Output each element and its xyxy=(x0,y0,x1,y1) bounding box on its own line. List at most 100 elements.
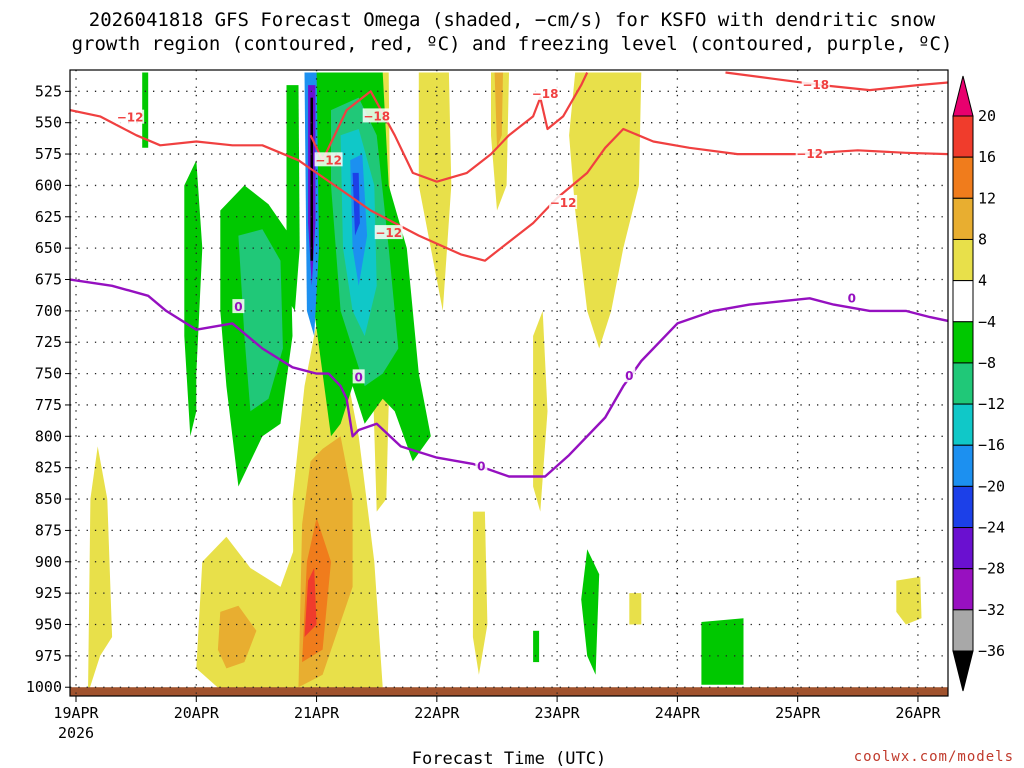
contour-label-0: −12 xyxy=(117,111,144,125)
colorbar-segment-0 xyxy=(952,115,974,158)
credit-text: coolwx.com/models xyxy=(854,749,1014,765)
contour-label-bg-5 xyxy=(549,194,578,209)
colorbar-segment-7 xyxy=(952,403,974,446)
y-tick-label-0: 525 xyxy=(35,82,62,100)
ground-terrain xyxy=(70,687,948,696)
contour-label-10: 0 xyxy=(477,459,485,473)
omega-region-15 xyxy=(896,576,922,625)
y-tick-label-12: 825 xyxy=(35,459,62,477)
contour-label-bg-8 xyxy=(232,299,245,314)
y-tick-label-17: 950 xyxy=(35,615,62,633)
omega-shading-layer xyxy=(88,72,922,694)
contour-label-bg-11 xyxy=(623,368,636,383)
omega-region-6 xyxy=(304,568,317,637)
colorbar-segment-3 xyxy=(952,238,974,282)
colorbar-label-13: −36 xyxy=(978,642,1005,660)
colorbar-segment-9 xyxy=(952,485,974,529)
omega-region-25 xyxy=(352,172,360,236)
x-axis-title: Forecast Time (UTC) xyxy=(412,749,606,768)
x-tick-label-4: 23APR xyxy=(535,704,581,722)
y-tick-label-8: 725 xyxy=(35,333,62,351)
contour-label-11: 0 xyxy=(625,369,633,383)
ground-layer xyxy=(70,687,948,696)
x-tick-label-2: 21APR xyxy=(294,704,340,722)
contour-label-layer: −12 −18 −12 −18 −12 −12 −18 −12 0 0 0 0 0 xyxy=(116,77,858,473)
contour-label-12: 0 xyxy=(848,291,856,305)
y-tick-label-18: 975 xyxy=(35,647,62,665)
x-axis: 19APR 2026 20APR 21APR 22APR 23APR 24APR 25APR 2… xyxy=(53,696,941,742)
omega-region-9 xyxy=(472,511,488,675)
colorbar-segment-2 xyxy=(952,197,974,240)
y-tick-label-2: 575 xyxy=(35,145,62,163)
omega-region-14 xyxy=(629,593,642,625)
omega-region-16 xyxy=(142,72,149,148)
contour-label-3: −18 xyxy=(532,87,559,101)
x-tick-label-6: 25APR xyxy=(775,704,821,722)
colorbar-label-1: 16 xyxy=(978,148,996,166)
dgz-contour-1 xyxy=(725,71,948,92)
dgz-contour-0 xyxy=(309,72,589,183)
contour-label-7: −12 xyxy=(796,147,823,161)
omega-region-12 xyxy=(533,310,548,512)
contour-label-bg-7 xyxy=(795,146,824,161)
colorbar-segment-10 xyxy=(952,527,974,570)
omega-region-8 xyxy=(418,72,452,311)
colorbar-label-5: −4 xyxy=(978,313,996,331)
y-tick-label-5: 650 xyxy=(35,239,62,257)
grid-layer xyxy=(70,70,948,696)
colorbar-segment-12 xyxy=(952,609,974,652)
contour-label-bg-9 xyxy=(352,369,365,384)
omega-region-0 xyxy=(88,446,113,694)
contour-label-bg-10 xyxy=(475,458,488,473)
contour-label-bg-0 xyxy=(116,109,145,124)
chart-title-line-1: 2026041818 GFS Forecast Omega (shaded, −… xyxy=(89,9,936,31)
contour-label-bg-6 xyxy=(801,77,830,92)
contour-label-6: −18 xyxy=(802,78,829,92)
contour-layer xyxy=(70,71,948,478)
colorbar-segment-6 xyxy=(952,362,974,405)
contour-label-bg-1 xyxy=(362,108,391,123)
x-tick-label-0: 19APR xyxy=(53,704,99,722)
colorbar-label-4: 4 xyxy=(978,272,987,290)
chart-title-line-2: growth region (contoured, red, ºC) and f… xyxy=(72,33,953,55)
y-tick-label-10: 775 xyxy=(35,396,62,414)
omega-region-31 xyxy=(701,618,744,685)
y-tick-label-15: 900 xyxy=(35,553,62,571)
x-tick-label-3: 22APR xyxy=(414,704,460,722)
colorbar-label-7: −12 xyxy=(978,395,1005,413)
colorbar-cap-bottom xyxy=(952,650,974,692)
omega-region-10 xyxy=(491,72,509,211)
plot-frame xyxy=(69,69,949,697)
omega-region-20 xyxy=(286,85,300,311)
x-tick-label-5: 24APR xyxy=(655,704,701,722)
omega-region-29 xyxy=(581,549,600,675)
omega-region-13 xyxy=(569,72,642,349)
y-axis: 525 550 575 600 625 650 675 700 725 750 775 800 825 8… xyxy=(26,82,70,696)
y-tick-label-9: 750 xyxy=(35,365,62,383)
contour-label-bg-12 xyxy=(845,290,858,305)
plot-area: −12 −18 −12 −18 −12 −12 −18 −12 0 0 0 0 0 xyxy=(70,70,948,696)
colorbar-segment-5 xyxy=(952,321,974,364)
colorbar-segment-8 xyxy=(952,444,974,487)
y-tick-label-3: 600 xyxy=(35,176,62,194)
contour-label-bg-4 xyxy=(374,225,403,240)
omega-region-30 xyxy=(533,630,540,663)
colorbar-label-9: −20 xyxy=(978,477,1005,495)
contour-label-bg-2 xyxy=(314,152,343,167)
colorbar-segment-11 xyxy=(952,568,974,611)
y-tick-label-4: 625 xyxy=(35,208,62,226)
colorbar-label-11: −28 xyxy=(978,560,1005,578)
colorbar-segment-4 xyxy=(952,280,974,323)
colorbar-label-3: 8 xyxy=(978,230,987,248)
contour-label-bg-3 xyxy=(531,85,560,100)
dgz-contour-2 xyxy=(70,109,948,262)
contour-label-8: 0 xyxy=(234,300,242,314)
omega-region-17 xyxy=(184,160,203,437)
colorbar-label-8: −16 xyxy=(978,436,1005,454)
y-tick-label-11: 800 xyxy=(35,427,62,445)
y-tick-label-14: 875 xyxy=(35,521,62,539)
x-tick-label-1: 20APR xyxy=(174,704,220,722)
y-tick-label-19: 1000 xyxy=(26,678,62,696)
omega-region-11 xyxy=(494,72,503,148)
x-tick-label-7: 26APR xyxy=(895,704,941,722)
